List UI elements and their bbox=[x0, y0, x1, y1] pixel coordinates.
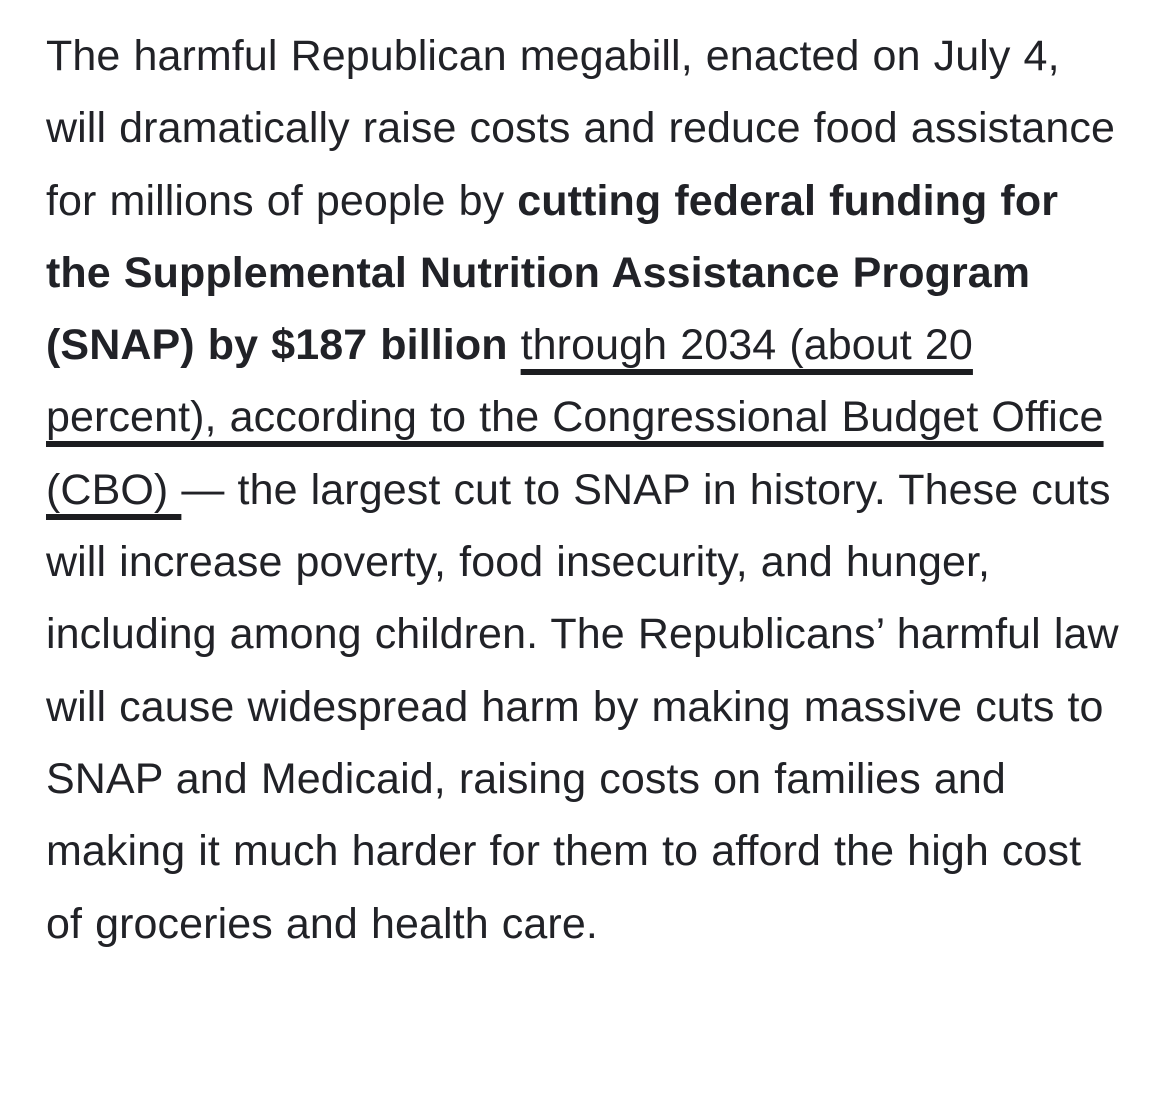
text-run: The harmful Republican megabill, enacted… bbox=[46, 32, 1115, 225]
text-run: — the largest cut to SNAP in history. Th… bbox=[46, 465, 1119, 948]
bold-text-run: cutting federal funding for the Suppleme… bbox=[46, 176, 1059, 370]
text-run bbox=[508, 321, 521, 369]
cbo-source-link[interactable]: through 2034 (about 20 percent), accordi… bbox=[46, 321, 1104, 514]
article-paragraph: The harmful Republican megabill, enacted… bbox=[46, 20, 1126, 960]
